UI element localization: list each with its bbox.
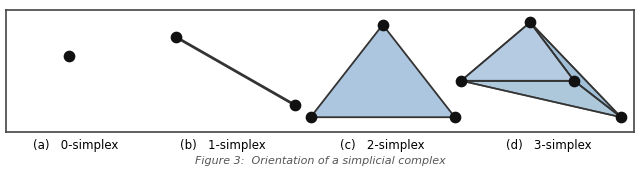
Point (305, 116, 316, 119)
Point (171, 35, 181, 38)
Polygon shape (310, 25, 455, 117)
Text: (a)   0-simplex: (a) 0-simplex (33, 139, 118, 152)
Text: Figure 3:  Orientation of a simplicial complex: Figure 3: Orientation of a simplicial co… (195, 156, 445, 166)
Point (378, 23, 388, 26)
Text: (d)   3-simplex: (d) 3-simplex (506, 139, 592, 152)
Point (456, 79, 466, 82)
Text: (b)   1-simplex: (b) 1-simplex (180, 139, 266, 152)
Text: (c)   2-simplex: (c) 2-simplex (340, 139, 425, 152)
Point (525, 21, 535, 24)
Point (290, 104, 300, 106)
Point (569, 79, 579, 82)
Polygon shape (461, 81, 621, 117)
Polygon shape (461, 22, 574, 81)
Polygon shape (530, 22, 621, 117)
Point (616, 116, 626, 119)
Point (64, 55, 74, 58)
Point (450, 116, 460, 119)
